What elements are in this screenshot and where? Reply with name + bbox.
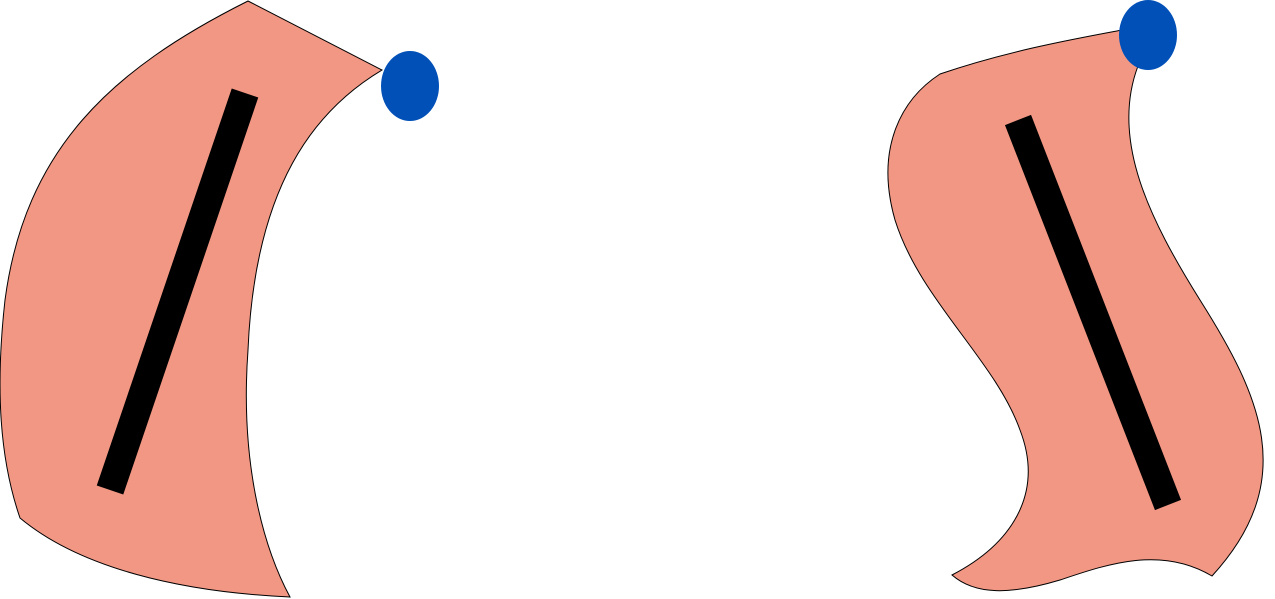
left-curved-strip-shape bbox=[0, 0, 384, 598]
right-wavy-strip-shape bbox=[887, 29, 1264, 592]
left-figure bbox=[0, 0, 439, 598]
right-figure bbox=[887, 0, 1264, 592]
right-black-bar bbox=[1004, 114, 1182, 511]
right-blue-dot bbox=[1119, 0, 1177, 70]
left-blue-dot bbox=[381, 51, 439, 121]
left-black-bar bbox=[96, 88, 259, 495]
